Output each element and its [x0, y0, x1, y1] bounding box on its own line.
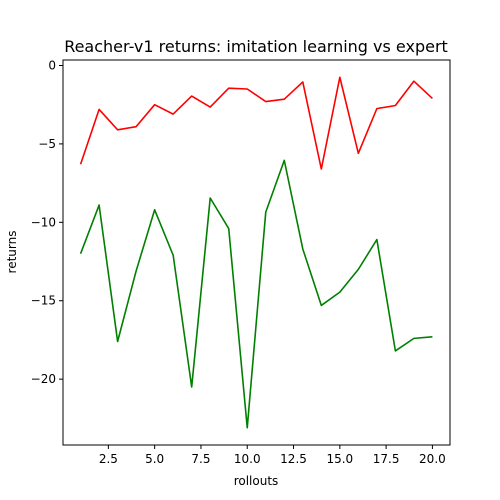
series-line-1: [79, 159, 433, 429]
x-axis-label: rollouts: [234, 474, 279, 488]
x-tick-label: 20.0: [419, 452, 446, 466]
y-tick-label: −5: [38, 137, 56, 151]
y-tick-label: −10: [31, 215, 56, 229]
y-tick-label: −20: [31, 372, 56, 386]
axes-frame: [62, 59, 451, 446]
y-axis-label: returns: [5, 231, 19, 274]
chart-title: Reacher-v1 returns: imitation learning v…: [64, 37, 448, 56]
x-tick-label: 5.0: [145, 452, 164, 466]
y-tick-label: −15: [31, 294, 56, 308]
series-line-0: [79, 76, 433, 170]
x-tick-label: 7.5: [191, 452, 210, 466]
x-tick-label: 12.5: [280, 452, 307, 466]
x-tick-label: 10.0: [234, 452, 261, 466]
x-tick-label: 2.5: [99, 452, 118, 466]
plot-area: [79, 76, 433, 429]
x-axis: 2.5 5.0 7.5 10.0 12.5 15.0 17.5 20.0: [99, 445, 446, 466]
y-axis: 0 −5 −10 −15 −20: [31, 58, 63, 386]
y-tick-label: 0: [48, 58, 56, 72]
x-tick-label: 17.5: [373, 452, 400, 466]
x-tick-label: 15.0: [326, 452, 353, 466]
